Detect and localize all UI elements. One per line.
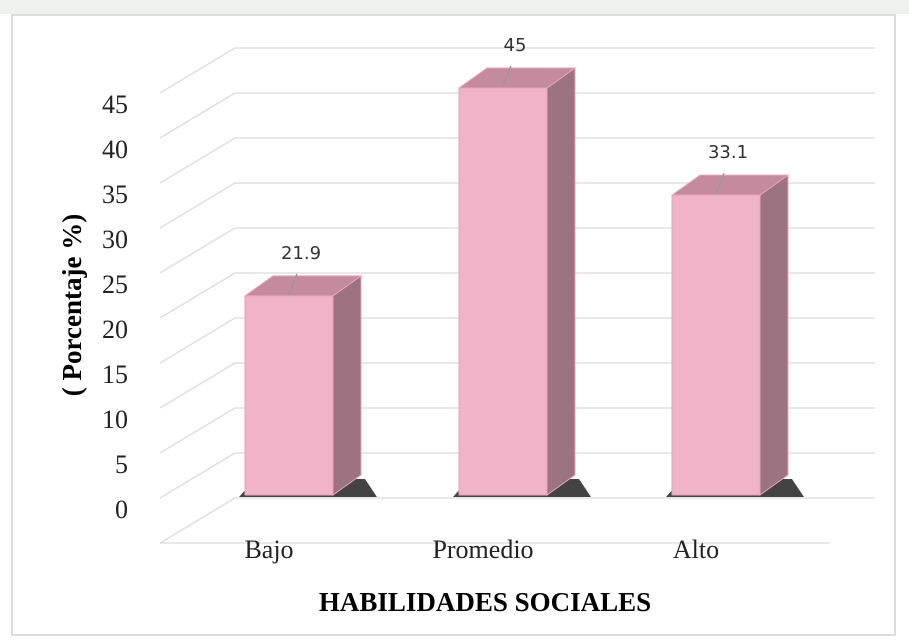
bar xyxy=(244,295,334,496)
bar-side xyxy=(332,274,362,496)
grid-line xyxy=(159,317,875,364)
bar xyxy=(671,194,761,496)
x-tick-label: Alto xyxy=(673,535,719,564)
grid-line xyxy=(159,47,875,94)
x-axis-label: HABILIDADES SOCIALES xyxy=(319,587,651,617)
bar-side xyxy=(759,174,789,496)
label-leader xyxy=(288,273,298,295)
bar-side xyxy=(546,67,576,496)
grid-line xyxy=(159,182,875,229)
y-axis-label: ( Porcentaje %) xyxy=(57,214,87,396)
grid-line xyxy=(159,92,875,139)
grid-line xyxy=(159,272,875,319)
y-tick-label: 5 xyxy=(115,450,128,479)
x-tick-label: Bajo xyxy=(244,535,293,564)
bar xyxy=(458,87,548,496)
y-tick-label: 10 xyxy=(102,405,128,434)
value-label: 45 xyxy=(504,35,527,56)
grid-line xyxy=(159,227,875,274)
y-tick-label: 25 xyxy=(102,270,128,299)
y-tick-label: 45 xyxy=(102,90,128,119)
y-tick-label: 0 xyxy=(115,495,128,524)
y-tick-label: 30 xyxy=(102,225,128,254)
y-tick-label: 40 xyxy=(102,135,128,164)
grid-line xyxy=(159,137,875,184)
grid-line xyxy=(159,497,875,544)
grid-line xyxy=(159,362,875,409)
y-tick-label: 20 xyxy=(102,315,128,344)
watermark-strip xyxy=(0,0,909,14)
value-label: 21.9 xyxy=(281,243,321,264)
y-tick-label: 15 xyxy=(102,360,128,389)
y-tick-label: 35 xyxy=(102,180,128,209)
grid-line xyxy=(159,452,875,499)
x-tick-label: Promedio xyxy=(432,535,533,564)
label-leader xyxy=(715,172,725,194)
grid-line xyxy=(159,407,875,454)
label-leader xyxy=(502,65,512,87)
value-label: 33.1 xyxy=(708,142,748,163)
